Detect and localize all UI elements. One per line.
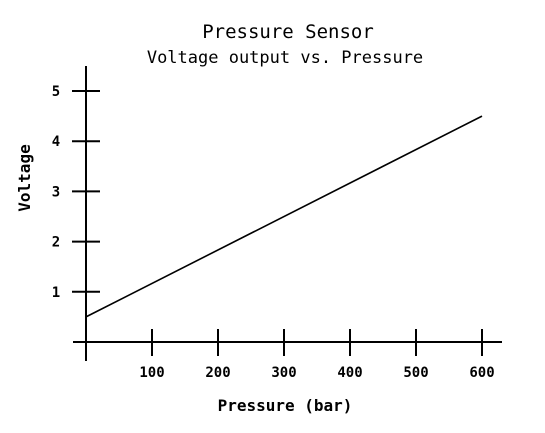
x-tick-label-600: 600 bbox=[469, 365, 494, 381]
chart-title: Pressure Sensor bbox=[202, 21, 374, 43]
series bbox=[85, 115, 483, 318]
y-tick-label-3: 3 bbox=[52, 184, 60, 200]
x-tick-label-100: 100 bbox=[139, 365, 164, 381]
x-tick-label-300: 300 bbox=[271, 365, 296, 381]
x-tick-label-500: 500 bbox=[403, 365, 428, 381]
y-tick-label-4: 4 bbox=[52, 134, 60, 150]
x-tick-label-200: 200 bbox=[205, 365, 230, 381]
ticks: 100 200 300 400 500 600 1 2 3 4 5 bbox=[52, 84, 495, 381]
y-tick-label-5: 5 bbox=[52, 84, 60, 100]
y-tick-label-1: 1 bbox=[52, 285, 60, 301]
x-tick-label-400: 400 bbox=[337, 365, 362, 381]
x-axis-label: Pressure (bar) bbox=[218, 396, 353, 415]
axes bbox=[73, 66, 502, 361]
y-axis-label: Voltage bbox=[15, 144, 34, 211]
chart-subtitle: Voltage output vs. Pressure bbox=[147, 48, 423, 68]
series-line-0 bbox=[85, 115, 483, 318]
y-tick-label-2: 2 bbox=[52, 235, 60, 251]
